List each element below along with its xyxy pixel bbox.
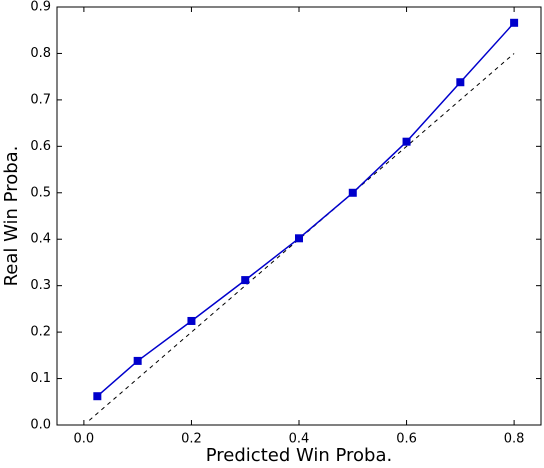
plot-frame (56, 6, 542, 426)
y-tick-label: 0.2 (30, 325, 51, 340)
y-axis-title: Real Win Proba. (1, 146, 22, 287)
x-tick-label: 0.0 (74, 432, 95, 447)
y-tick-label: 0.6 (30, 139, 51, 154)
marker (348, 188, 357, 197)
y-tick-label: 0.9 (30, 0, 51, 15)
marker (402, 137, 411, 146)
y-tick-label: 0.0 (30, 418, 51, 433)
marker (93, 392, 102, 401)
x-tick-label: 0.8 (504, 432, 525, 447)
series-line (96, 22, 515, 397)
x-tick-label: 0.2 (181, 432, 202, 447)
x-tick-label: 0.6 (396, 432, 417, 447)
marker (133, 356, 142, 365)
y-tick-label: 0.5 (30, 185, 51, 200)
y-tick-label: 0.8 (30, 46, 51, 61)
x-tick-label: 0.4 (289, 432, 310, 447)
marker (510, 18, 519, 27)
marker (456, 78, 465, 87)
y-tick-label: 0.7 (30, 92, 51, 107)
y-tick-label: 0.1 (30, 371, 51, 386)
x-axis-title: Predicted Win Proba. (206, 445, 393, 466)
marker (187, 316, 196, 325)
marker (241, 276, 250, 285)
y-tick-label: 0.3 (30, 278, 51, 293)
y-tick-label: 0.4 (30, 232, 51, 247)
marker (295, 234, 303, 243)
